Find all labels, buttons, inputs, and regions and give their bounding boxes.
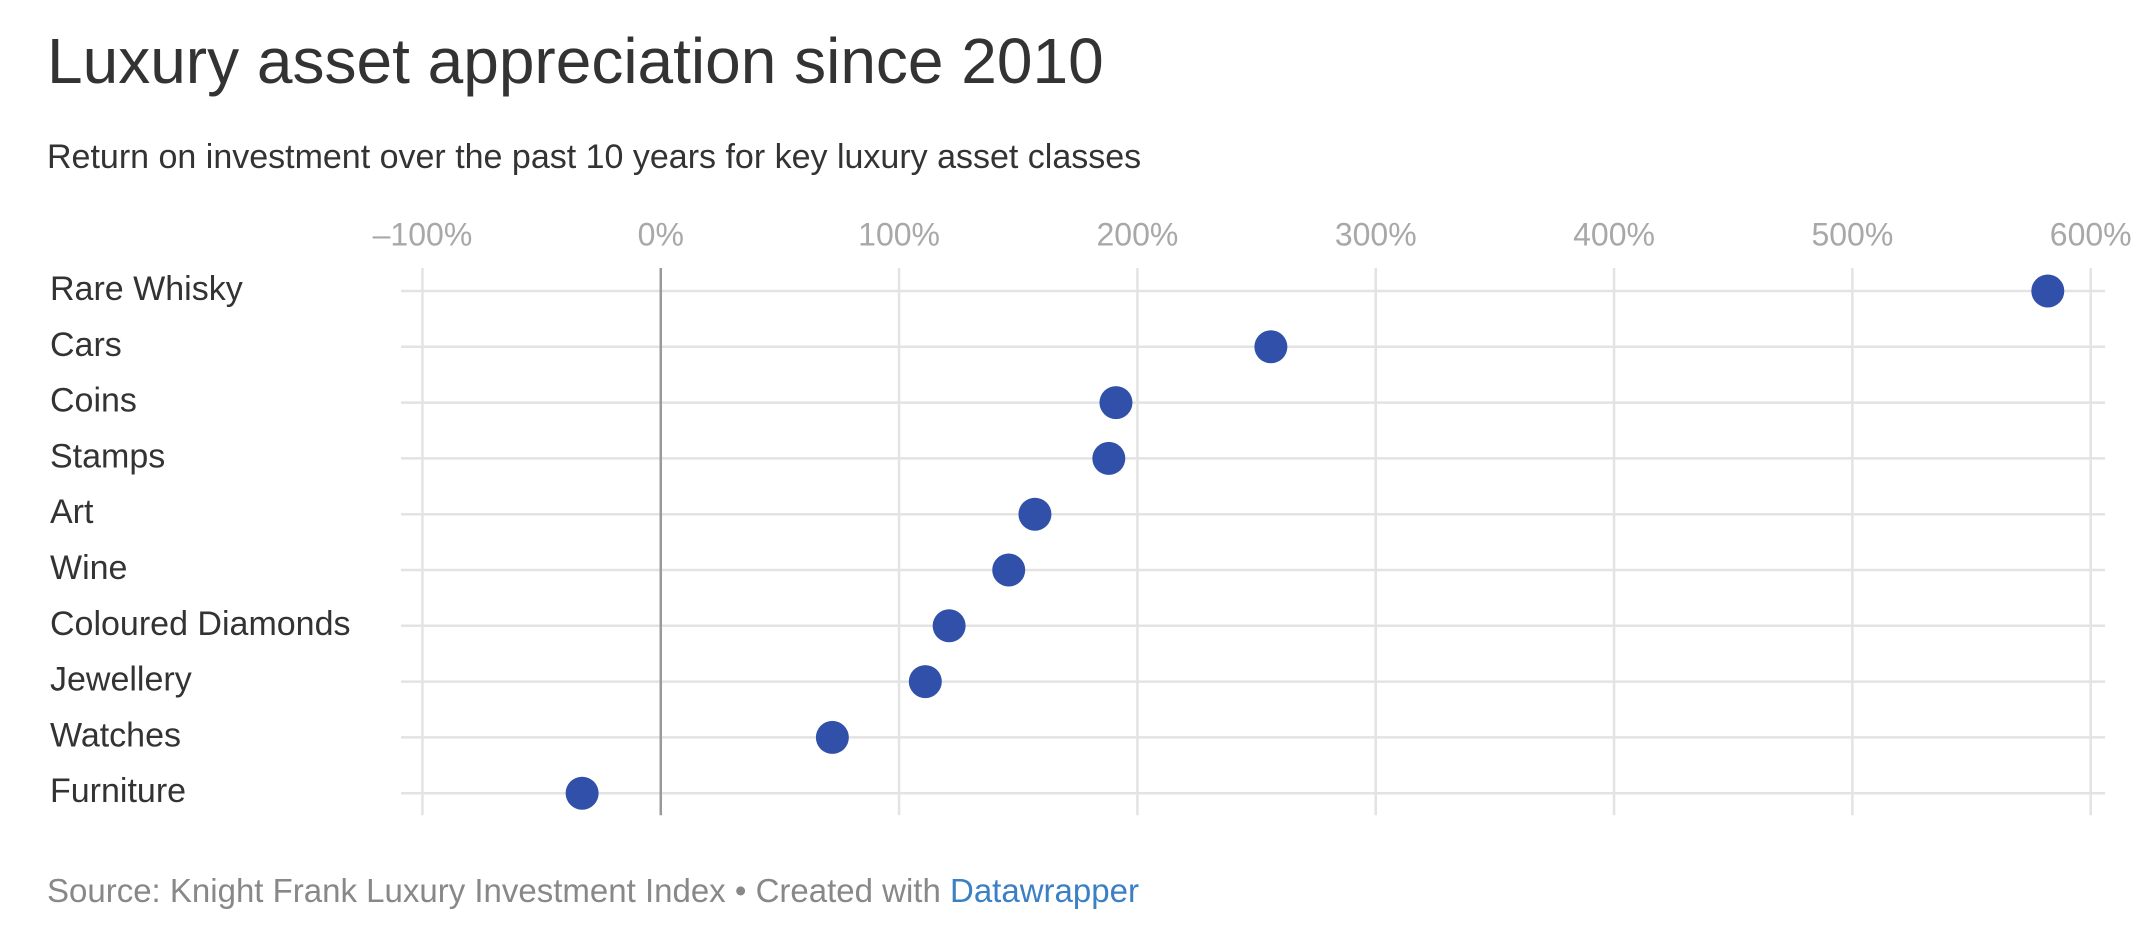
dot <box>1092 441 1126 475</box>
chart-title: Luxury asset appreciation since 2010 <box>47 25 1104 97</box>
dot <box>1254 330 1288 364</box>
y-tick-label: Jewellery <box>50 661 192 699</box>
y-tick-label: Watches <box>50 716 181 754</box>
y-tick-label: Wine <box>50 549 127 587</box>
chart: Luxury asset appreciation since 2010 Ret… <box>47 25 2132 816</box>
dot <box>2031 274 2065 308</box>
y-tick-label: Coins <box>50 382 137 420</box>
x-tick-label: 300% <box>1335 216 1417 252</box>
x-tick-label: 200% <box>1096 216 1178 252</box>
dot <box>815 720 849 754</box>
x-tick-label: 0% <box>638 216 684 252</box>
dot <box>908 665 942 699</box>
y-tick-label: Stamps <box>50 437 165 475</box>
y-tick-label: Furniture <box>50 772 186 810</box>
y-tick-label: Coloured Diamonds <box>50 605 351 643</box>
x-tick-label: 100% <box>858 216 940 252</box>
credit-link[interactable]: Datawrapper <box>950 872 1139 909</box>
x-tick-label: 500% <box>1811 216 1893 252</box>
dot <box>1099 386 1133 420</box>
y-tick-label: Art <box>50 493 94 531</box>
chart-subtitle: Return on investment over the past 10 ye… <box>47 138 1141 176</box>
dot <box>1018 497 1052 531</box>
footer: Source: Knight Frank Luxury Investment I… <box>47 872 1139 910</box>
y-tick-label: Rare Whisky <box>50 270 243 308</box>
source: Source: Knight Frank Luxury Investment I… <box>47 872 941 909</box>
dot <box>932 609 966 643</box>
x-tick-label: –100% <box>373 216 473 252</box>
dot <box>565 776 599 810</box>
dot <box>992 553 1026 587</box>
y-tick-label: Cars <box>50 326 122 364</box>
x-tick-label: 600% <box>2050 216 2132 252</box>
x-tick-label: 400% <box>1573 216 1655 252</box>
